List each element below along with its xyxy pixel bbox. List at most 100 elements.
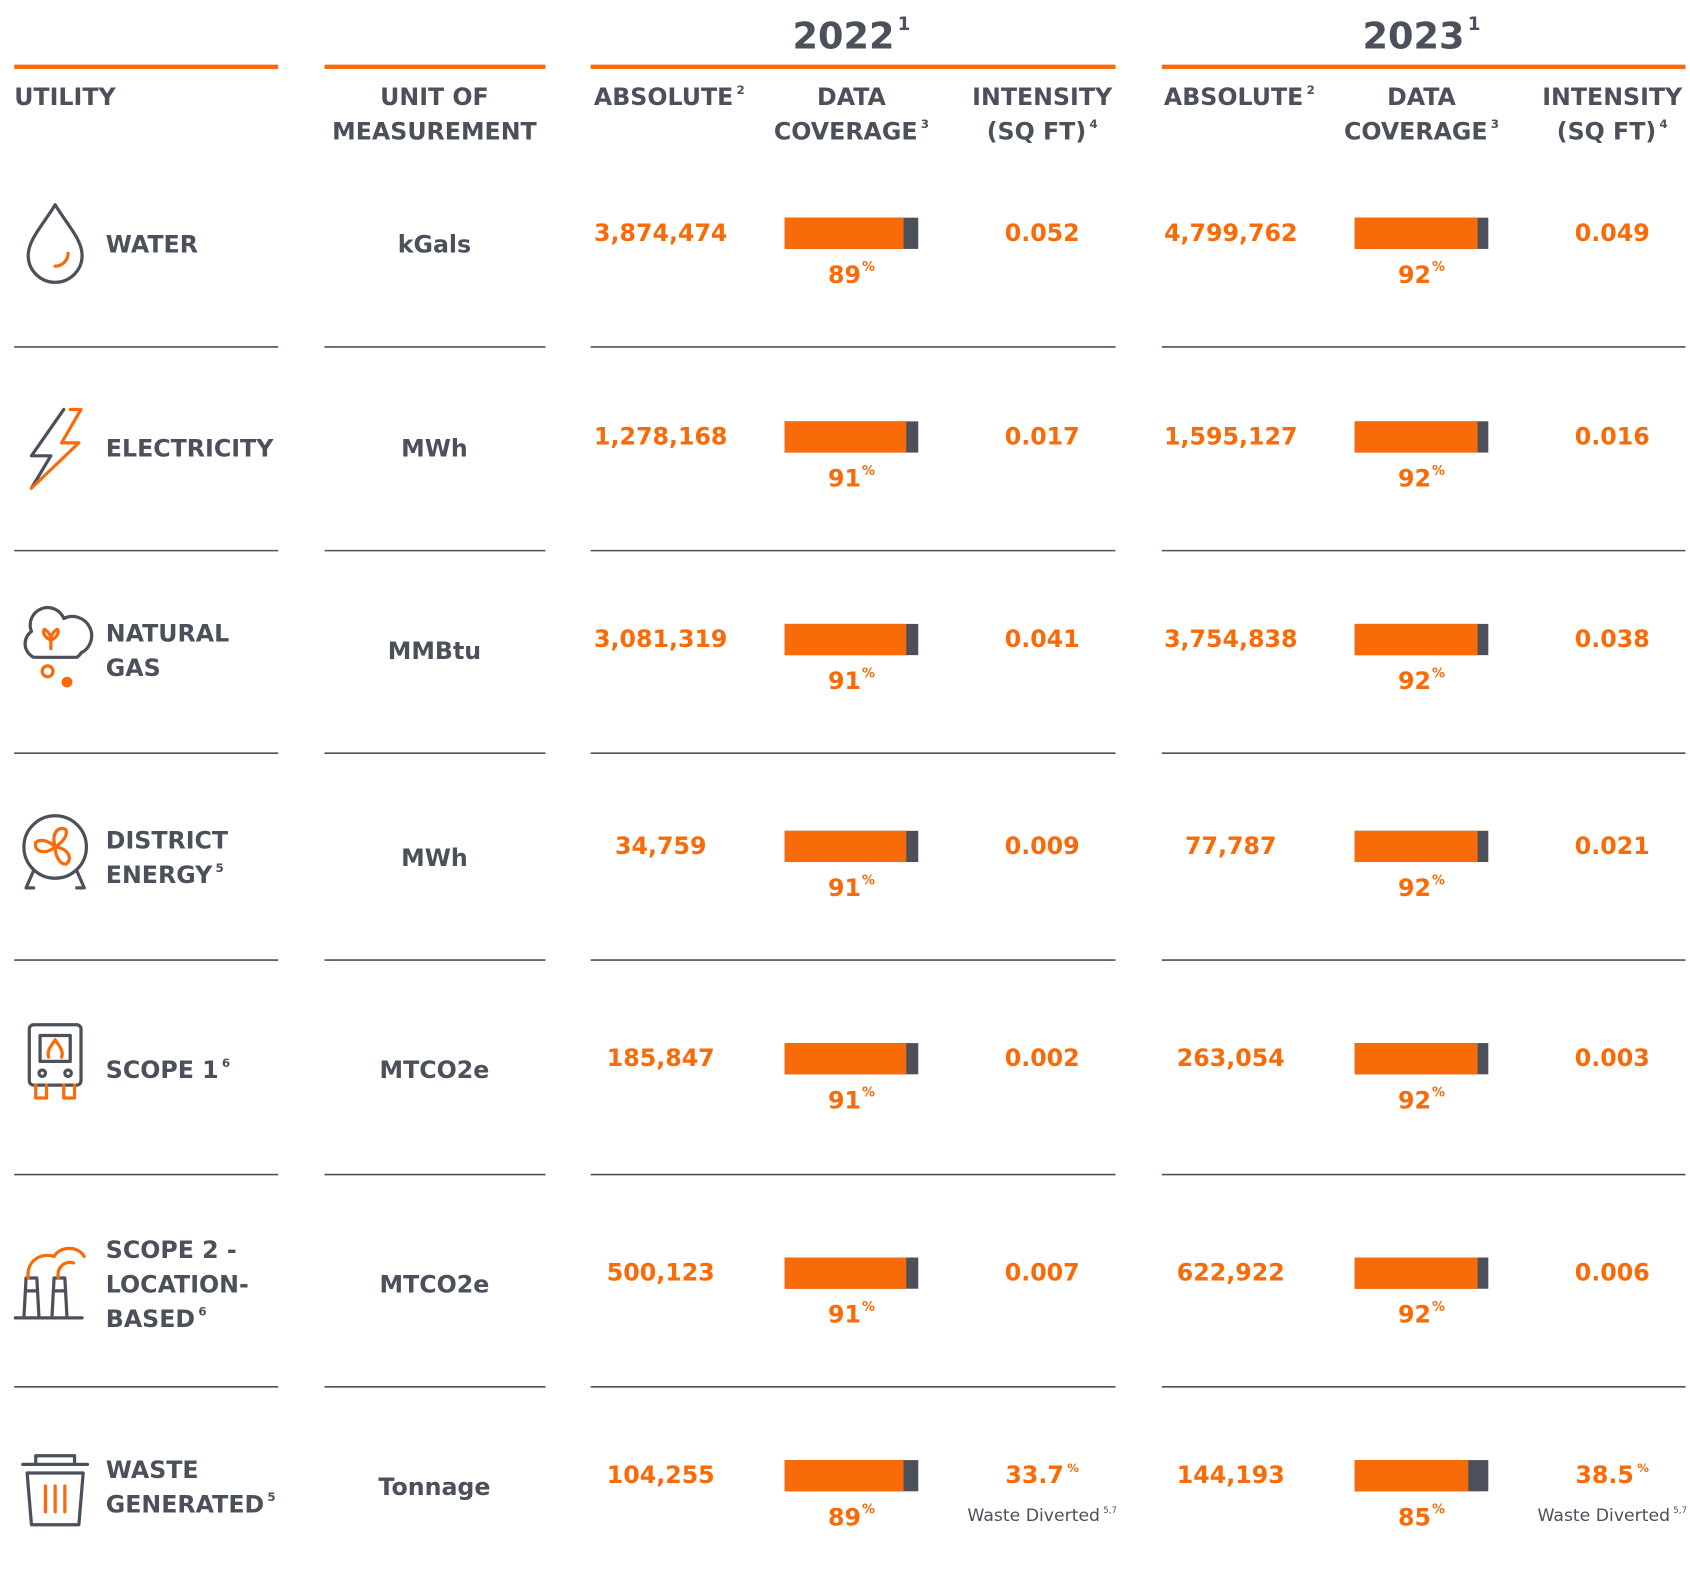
absolute-value: 1,278,168 bbox=[594, 422, 727, 450]
coverage-value: 91 bbox=[828, 464, 861, 492]
unit-label: MMBtu bbox=[388, 636, 481, 664]
absolute-value: 1,595,127 bbox=[1164, 422, 1297, 450]
intensity-note-text: Waste Diverted bbox=[1537, 1506, 1670, 1526]
year-title-text: 2022 bbox=[793, 14, 895, 57]
absolute-value: 144,193 bbox=[1177, 1461, 1285, 1489]
coverage-value: 92 bbox=[1398, 464, 1431, 492]
district-energy-icon bbox=[22, 814, 89, 890]
utility-label: ELECTRICITY bbox=[106, 434, 274, 462]
column-header-note: 2 bbox=[1307, 82, 1315, 96]
utility-label: NATURAL bbox=[106, 619, 229, 647]
coverage-value: 91 bbox=[828, 873, 861, 901]
utility-label: BASED 6 bbox=[106, 1304, 207, 1332]
intensity-value-text: 0.016 bbox=[1575, 422, 1650, 450]
intensity-value: 0.007 bbox=[1005, 1258, 1080, 1286]
coverage-bar bbox=[1354, 830, 1478, 863]
absolute-value-text: 1,278,168 bbox=[594, 422, 727, 450]
absolute-value-text: 77,787 bbox=[1185, 831, 1276, 859]
unit-label-text: MWh bbox=[401, 843, 468, 871]
coverage-bar bbox=[784, 421, 907, 453]
column-header-text: ABSOLUTE bbox=[1164, 83, 1303, 111]
coverage-bar bbox=[784, 217, 904, 249]
column-header-text: COVERAGE bbox=[1344, 117, 1488, 145]
absolute-value: 3,874,474 bbox=[594, 218, 727, 246]
intensity-value: 38.5% bbox=[1575, 1460, 1649, 1488]
coverage-label: 92% bbox=[1398, 873, 1445, 902]
header-rule bbox=[324, 64, 546, 69]
coverage-bar bbox=[1354, 623, 1478, 656]
intensity-value: 0.052 bbox=[1005, 218, 1080, 246]
column-header-text: (SQ FT) bbox=[1557, 117, 1656, 145]
coverage-value: 92 bbox=[1398, 873, 1431, 901]
column-header: COVERAGE 3 bbox=[1344, 117, 1499, 145]
intensity-value-text: 0.021 bbox=[1575, 831, 1650, 859]
column-header-text: DATA bbox=[1387, 83, 1456, 111]
coverage-value: 92 bbox=[1398, 667, 1431, 695]
intensity-value: 0.006 bbox=[1575, 1258, 1650, 1286]
coverage-label: 92% bbox=[1398, 463, 1445, 492]
column-header-text: (SQ FT) bbox=[987, 117, 1086, 145]
year-title-note: 1 bbox=[898, 14, 911, 35]
coverage-label: 85% bbox=[1398, 1502, 1445, 1531]
coverage-label: 91% bbox=[828, 1085, 875, 1114]
intensity-value-text: 0.038 bbox=[1575, 625, 1650, 653]
intensity-value-text: 0.049 bbox=[1575, 218, 1650, 246]
coverage-value: 92 bbox=[1398, 1086, 1431, 1114]
absolute-value-text: 3,081,319 bbox=[594, 625, 727, 653]
coverage-bar bbox=[784, 1257, 907, 1289]
intensity-note: Waste Diverted 5,7 bbox=[967, 1506, 1117, 1527]
unit-header: MEASUREMENT bbox=[332, 117, 537, 145]
column-header-note: 4 bbox=[1089, 117, 1097, 131]
coverage-value: 91 bbox=[828, 667, 861, 695]
coverage-label: 92% bbox=[1398, 260, 1445, 289]
absolute-value: 34,759 bbox=[615, 831, 706, 859]
absolute-value: 500,123 bbox=[607, 1258, 715, 1286]
utility-label-text: NATURAL bbox=[106, 619, 229, 647]
coverage-label: 91% bbox=[828, 1300, 875, 1329]
intensity-value: 0.016 bbox=[1575, 422, 1650, 450]
absolute-value-text: 622,922 bbox=[1177, 1258, 1285, 1286]
intensity-value-text: 0.009 bbox=[1005, 831, 1080, 859]
utility-label: WASTE bbox=[106, 1455, 199, 1483]
year-title-note: 1 bbox=[1468, 14, 1481, 35]
column-header-text: INTENSITY bbox=[972, 83, 1113, 111]
coverage-unit: % bbox=[862, 873, 875, 888]
coverage-unit: % bbox=[862, 666, 875, 681]
coverage-value: 92 bbox=[1398, 1300, 1431, 1328]
coverage-label: 92% bbox=[1398, 1300, 1445, 1329]
intensity-value: 0.009 bbox=[1005, 831, 1080, 859]
intensity-value-note: % bbox=[1637, 1460, 1649, 1474]
coverage-unit: % bbox=[1432, 1502, 1445, 1517]
coverage-bar bbox=[784, 1460, 904, 1492]
scope-2-icon bbox=[13, 1246, 86, 1320]
column-header: ABSOLUTE 2 bbox=[594, 82, 745, 110]
utility-label: LOCATION- bbox=[106, 1270, 249, 1298]
unit-label-text: MTCO2e bbox=[380, 1056, 490, 1084]
utility-label-text: SCOPE 2 - bbox=[106, 1236, 237, 1264]
utility-label: WATER bbox=[106, 230, 198, 258]
column-header: ABSOLUTE 2 bbox=[1164, 82, 1315, 110]
column-header-note: 3 bbox=[1491, 117, 1499, 131]
intensity-value: 0.003 bbox=[1575, 1044, 1650, 1072]
scope-1-icon bbox=[27, 1023, 83, 1100]
absolute-value: 185,847 bbox=[607, 1044, 715, 1072]
column-header: DATA bbox=[817, 83, 886, 111]
coverage-bar bbox=[1354, 421, 1478, 453]
coverage-bar bbox=[784, 1043, 907, 1075]
unit-label-text: MMBtu bbox=[388, 636, 481, 664]
utility-label-text: WASTE bbox=[106, 1455, 199, 1483]
column-header-text: COVERAGE bbox=[774, 117, 918, 145]
coverage-label: 91% bbox=[828, 873, 875, 902]
intensity-value: 0.021 bbox=[1575, 831, 1650, 859]
year-title-text: 2023 bbox=[1363, 14, 1465, 57]
coverage-unit: % bbox=[1432, 666, 1445, 681]
utility-header: UTILITY bbox=[14, 83, 116, 111]
utility-label-text: LOCATION- bbox=[106, 1270, 249, 1298]
unit-label: MWh bbox=[401, 434, 468, 462]
column-header-text: ABSOLUTE bbox=[594, 83, 733, 111]
column-header-text: INTENSITY bbox=[1542, 83, 1683, 111]
intensity-value-text: 0.017 bbox=[1005, 422, 1080, 450]
utility-label-note: 5 bbox=[267, 1490, 275, 1504]
